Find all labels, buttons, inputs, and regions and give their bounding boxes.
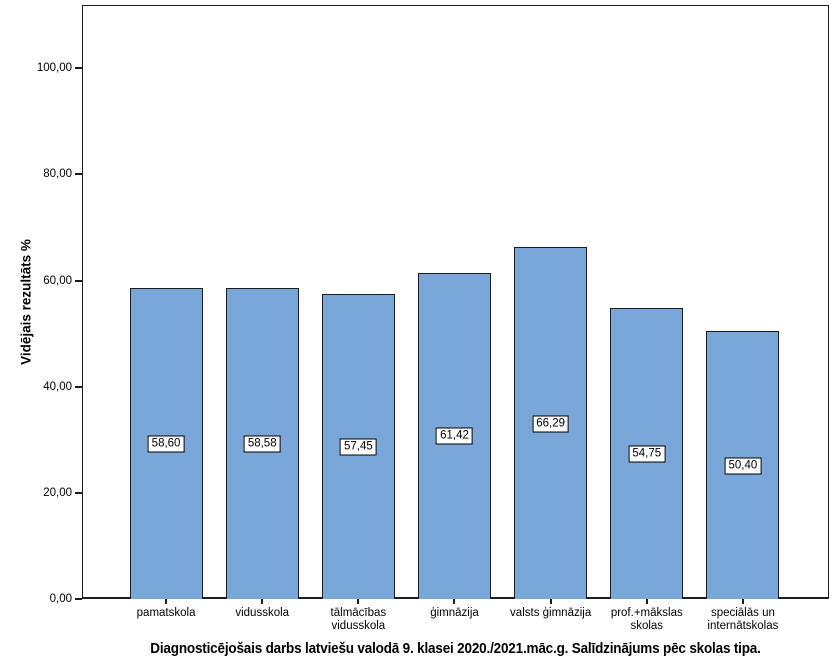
y-tick-label: 60,00 <box>43 274 72 287</box>
y-tick-mark <box>75 67 82 70</box>
x-axis: pamatskola vidusskola tālmācības vidusskola… <box>118 599 791 633</box>
bar-0: 58,60 <box>129 287 203 599</box>
bar-value-label: 61,42 <box>436 427 473 445</box>
x-tick-label: ģimnāzija <box>430 607 479 619</box>
bar-slot: 50,40 <box>695 5 791 599</box>
y-tick-label: 40,00 <box>43 380 72 393</box>
x-tick-mark <box>549 599 552 604</box>
x-tick-mark <box>645 599 648 604</box>
x-tick-label: prof.+mākslas skolas <box>610 607 683 632</box>
y-axis-title: Vidējais rezultāts % <box>18 239 34 365</box>
x-category: prof.+mākslas skolas <box>599 599 695 633</box>
bar-value-label: 50,40 <box>724 457 762 475</box>
x-tick-mark <box>357 599 360 604</box>
x-category: speciālās un internātskolas <box>695 599 791 633</box>
y-tick-label: 0,00 <box>49 593 72 605</box>
x-tick-mark <box>165 599 168 604</box>
bar-slot: 66,29 <box>503 5 599 599</box>
bar-3: 61,42 <box>417 272 491 599</box>
x-category: ģimnāzija <box>406 599 502 633</box>
bar-slot: 58,60 <box>118 5 214 599</box>
x-tick-label: valsts ģimnāzija <box>510 607 592 619</box>
bar-value-label: 66,29 <box>532 415 570 433</box>
y-tick-label: 20,00 <box>43 486 72 499</box>
bar-2: 57,45 <box>321 294 395 599</box>
bar-value-label: 57,45 <box>339 438 377 456</box>
y-tick-label: 100,00 <box>36 62 72 75</box>
x-category: pamatskola <box>118 599 214 633</box>
chart-title: Diagnosticējošais darbs latviešu valodā … <box>150 640 761 657</box>
x-tick-label: speciālās un internātskolas <box>707 607 779 632</box>
x-tick-label: pamatskola <box>136 607 196 619</box>
bar-1: 58,58 <box>225 288 299 599</box>
y-tick-label: 80,00 <box>43 168 72 181</box>
x-tick-label: vidusskola <box>235 607 290 619</box>
bar-6: 50,40 <box>706 331 780 599</box>
x-category: valsts ģimnāzija <box>503 599 599 633</box>
y-tick-mark <box>75 491 82 494</box>
bar-slot: 61,42 <box>406 5 502 599</box>
y-tick-mark <box>75 279 82 282</box>
x-tick-mark <box>453 599 456 604</box>
bar-value-label: 58,58 <box>243 435 281 453</box>
bar-slot: 54,75 <box>599 5 695 599</box>
bars-container: 58,60 58,58 57,45 61,42 66,29 54,75 50,40 <box>118 5 791 599</box>
x-tick-label: tālmācības vidusskola <box>330 607 387 632</box>
x-tick-mark <box>741 599 744 604</box>
x-tick-mark <box>261 599 264 604</box>
bar-4: 66,29 <box>514 247 588 599</box>
bar-slot: 58,58 <box>214 5 310 599</box>
y-tick-mark <box>75 598 82 600</box>
bar-value-label: 54,75 <box>628 445 666 463</box>
x-category: tālmācības vidusskola <box>310 599 406 633</box>
x-category: vidusskola <box>214 599 310 633</box>
bar-slot: 57,45 <box>310 5 406 599</box>
y-tick-mark <box>75 385 82 388</box>
y-tick-mark <box>75 173 82 176</box>
bar-value-label: 58,60 <box>147 435 185 453</box>
bar-5: 54,75 <box>610 308 684 599</box>
